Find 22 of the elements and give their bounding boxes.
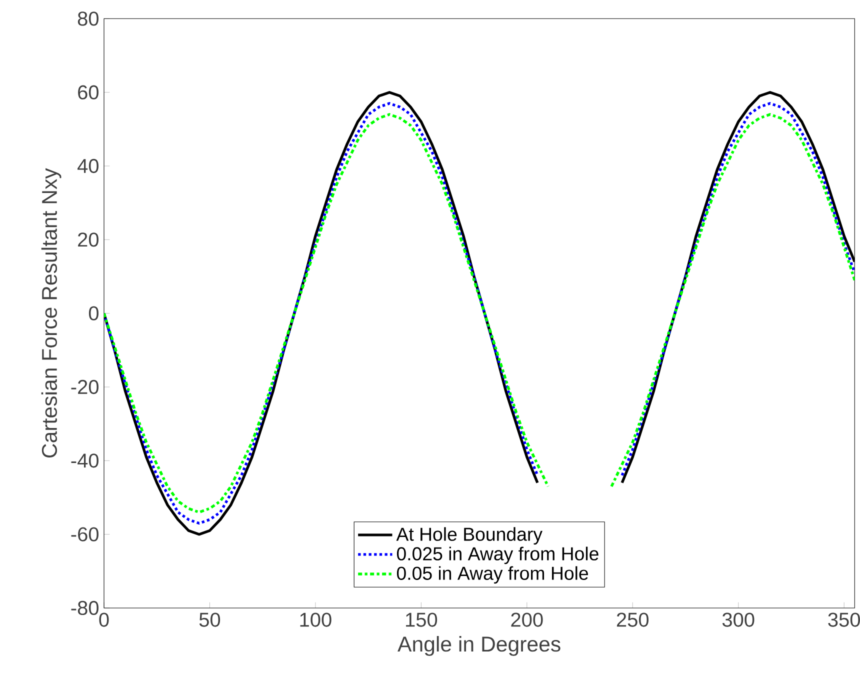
y-axis-title: Cartesian Force Resultant Nxy	[41, 168, 62, 458]
x-axis-title: Angle in Degrees	[398, 636, 560, 656]
y-tick-label: 80	[78, 12, 98, 26]
x-tick-label: 350	[828, 612, 860, 627]
y-tick-label: -20	[71, 380, 98, 394]
y-tick-label: 0	[88, 306, 99, 320]
x-tick-label: 50	[199, 612, 220, 627]
legend-label: At Hole Boundary	[396, 527, 542, 545]
x-tick-label: 200	[511, 612, 543, 627]
y-tick-label: 20	[78, 232, 98, 247]
x-tick-label: 150	[406, 612, 438, 627]
y-tick-label: -60	[71, 527, 98, 542]
x-tick-label: 100	[300, 612, 332, 627]
legend-label: 0.05 in Away from Hole	[396, 566, 588, 584]
x-tick-label: 250	[616, 612, 649, 627]
y-tick-label: 60	[78, 85, 98, 100]
x-tick-label: 300	[722, 612, 754, 627]
legend-label: 0.025 in Away from Hole	[396, 546, 598, 564]
x-tick-label: 0	[99, 612, 109, 627]
y-tick-label: -80	[71, 600, 98, 616]
y-tick-label: 40	[78, 158, 98, 174]
y-tick-label: -40	[71, 454, 98, 468]
